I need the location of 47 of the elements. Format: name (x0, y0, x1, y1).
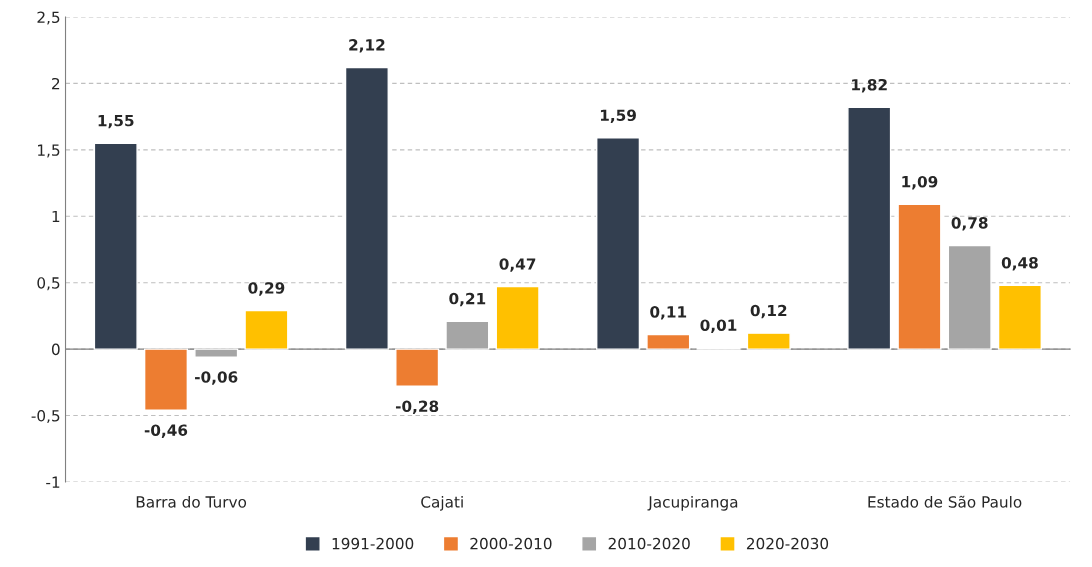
data-label: 1,59 (600, 109, 636, 123)
data-label: 1,55 (98, 115, 134, 129)
bar (997, 284, 1042, 350)
legend-label: 2020-2030 (746, 537, 829, 550)
y-tick-label: 1,5 (38, 144, 60, 158)
data-label: 2,12 (349, 39, 385, 53)
bar (395, 348, 440, 388)
data-label: 0,48 (1001, 256, 1038, 271)
data-label: -0,28 (395, 400, 439, 414)
y-tick-label: 2,5 (37, 11, 60, 25)
y-tick-label: 1 (52, 210, 60, 223)
x-tick-label: Barra do Turvo (136, 495, 247, 508)
bar (646, 333, 691, 350)
bar (244, 309, 289, 350)
data-label: 0,21 (449, 292, 486, 307)
bar (847, 106, 892, 350)
bar (445, 320, 490, 350)
bar (596, 137, 641, 350)
data-label: 0,12 (750, 304, 787, 319)
bar (93, 142, 138, 350)
data-label: 0,11 (650, 306, 687, 320)
x-tick-label: Cajati (421, 495, 463, 511)
bar (194, 348, 239, 358)
bar (947, 244, 992, 350)
y-tick-label: 2 (52, 77, 60, 90)
data-label: 0,78 (951, 217, 988, 231)
data-label: -0,46 (144, 424, 188, 438)
bar (897, 203, 942, 350)
y-tick-label: 0 (51, 343, 60, 356)
data-label: 0,01 (700, 319, 737, 333)
bar (746, 332, 791, 350)
data-label: 1,09 (902, 175, 938, 190)
legend-label: 2000-2010 (470, 537, 552, 550)
bar (344, 66, 389, 350)
data-label: 0,47 (499, 258, 536, 272)
x-tick-label: Estado de São Paulo (868, 495, 1022, 508)
data-label: 0,29 (248, 282, 285, 296)
legend-label: 2010-2020 (608, 537, 690, 550)
data-label: -0,06 (195, 371, 238, 385)
legend-label: 1991-2000 (332, 537, 414, 550)
bar (495, 285, 540, 350)
x-tick-label: Jacupiranga (647, 495, 738, 511)
data-label: 1,82 (852, 78, 887, 93)
y-tick-label: -1 (46, 476, 60, 488)
bar (143, 348, 189, 411)
y-tick-label: -0,5 (31, 410, 60, 424)
y-tick-label: 0,5 (37, 277, 60, 291)
